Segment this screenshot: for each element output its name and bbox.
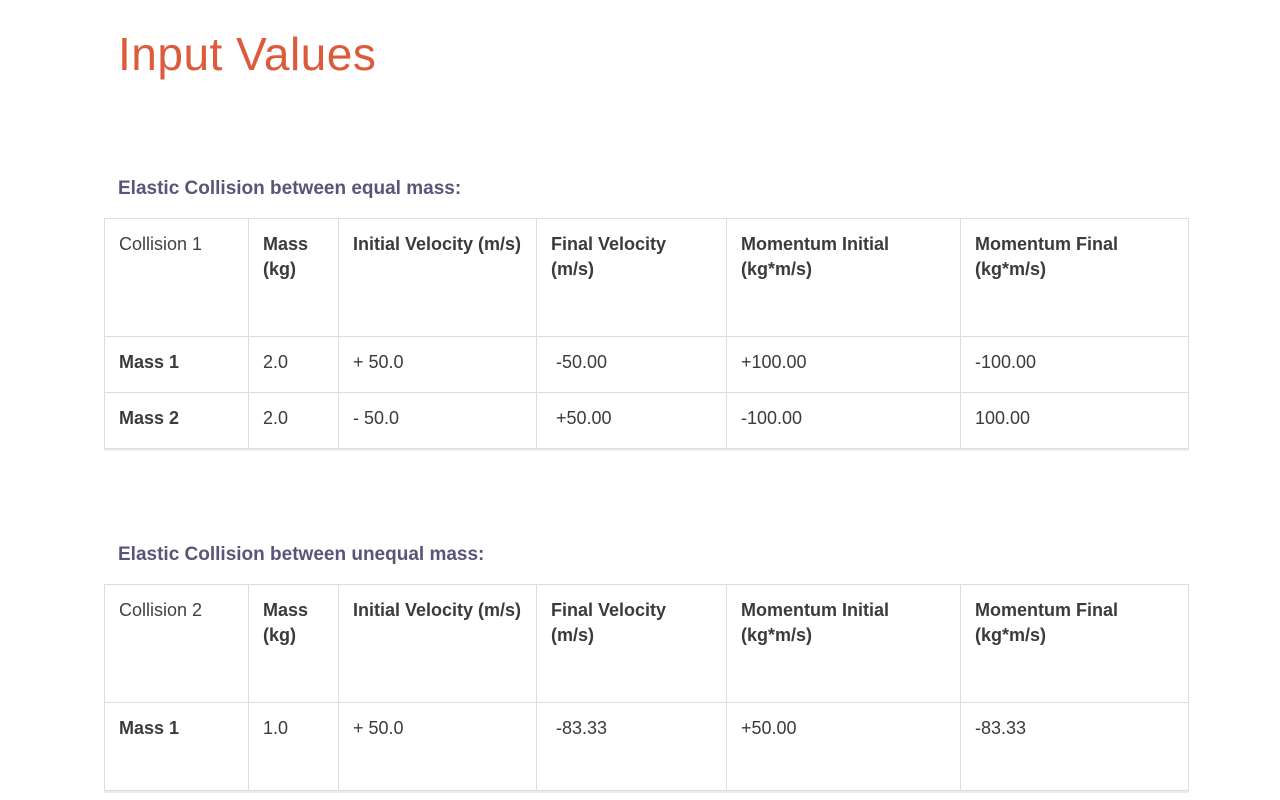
cell-initial-velocity: - 50.0 xyxy=(338,391,537,449)
unequal-mass-table: Collision 2 Mass (kg) Initial Velocity (… xyxy=(104,583,1189,791)
cell-mass: 2.0 xyxy=(248,391,339,449)
table-row: Mass 1 2.0 + 50.0 -50.00 +100.00 -100.00 xyxy=(104,335,1189,393)
cell-mass: 1.0 xyxy=(248,701,339,791)
table-row: Mass 2 2.0 - 50.0 +50.00 -100.00 100.00 xyxy=(104,391,1189,449)
cell-momentum-final: -100.00 xyxy=(960,335,1189,393)
table-row: Mass 1 1.0 + 50.0 -83.33 +50.00 -83.33 xyxy=(104,701,1189,791)
column-header-collision: Collision 1 xyxy=(104,217,249,337)
cell-initial-velocity: + 50.0 xyxy=(338,335,537,393)
cell-momentum-initial: -100.00 xyxy=(726,391,961,449)
equal-mass-table: Collision 1 Mass (kg) Initial Velocity (… xyxy=(104,217,1189,449)
column-header-momentum-final: Momentum Final (kg*m/s) xyxy=(960,583,1189,703)
section-unequal-mass: Elastic Collision between unequal mass: … xyxy=(104,543,1189,791)
column-header-collision: Collision 2 xyxy=(104,583,249,703)
table-header-row: Collision 1 Mass (kg) Initial Velocity (… xyxy=(104,217,1189,337)
section-heading-equal-mass: Elastic Collision between equal mass: xyxy=(118,177,462,199)
table-header-row: Collision 2 Mass (kg) Initial Velocity (… xyxy=(104,583,1189,703)
column-header-initial-velocity: Initial Velocity (m/s) xyxy=(338,583,537,703)
report-page: Input Values Elastic Collision between e… xyxy=(0,28,1280,791)
cell-final-velocity: -83.33 xyxy=(536,701,727,791)
row-label: Mass 2 xyxy=(104,391,249,449)
cell-final-velocity: +50.00 xyxy=(536,391,727,449)
cell-momentum-final: 100.00 xyxy=(960,391,1189,449)
column-header-mass: Mass (kg) xyxy=(248,583,339,703)
column-header-final-velocity: Final Velocity (m/s) xyxy=(536,583,727,703)
cell-final-velocity: -50.00 xyxy=(536,335,727,393)
cell-initial-velocity: + 50.0 xyxy=(338,701,537,791)
cell-momentum-initial: +50.00 xyxy=(726,701,961,791)
page-title: Input Values xyxy=(118,28,377,80)
column-header-momentum-initial: Momentum Initial (kg*m/s) xyxy=(726,217,961,337)
cell-mass: 2.0 xyxy=(248,335,339,393)
row-label: Mass 1 xyxy=(104,335,249,393)
section-heading-unequal-mass: Elastic Collision between unequal mass: xyxy=(118,543,485,565)
column-header-initial-velocity: Initial Velocity (m/s) xyxy=(338,217,537,337)
row-label: Mass 1 xyxy=(104,701,249,791)
column-header-momentum-final: Momentum Final (kg*m/s) xyxy=(960,217,1189,337)
cell-momentum-final: -83.33 xyxy=(960,701,1189,791)
column-header-momentum-initial: Momentum Initial (kg*m/s) xyxy=(726,583,961,703)
column-header-final-velocity: Final Velocity (m/s) xyxy=(536,217,727,337)
cell-momentum-initial: +100.00 xyxy=(726,335,961,393)
section-equal-mass: Elastic Collision between equal mass: Co… xyxy=(104,177,1189,449)
column-header-mass: Mass (kg) xyxy=(248,217,339,337)
